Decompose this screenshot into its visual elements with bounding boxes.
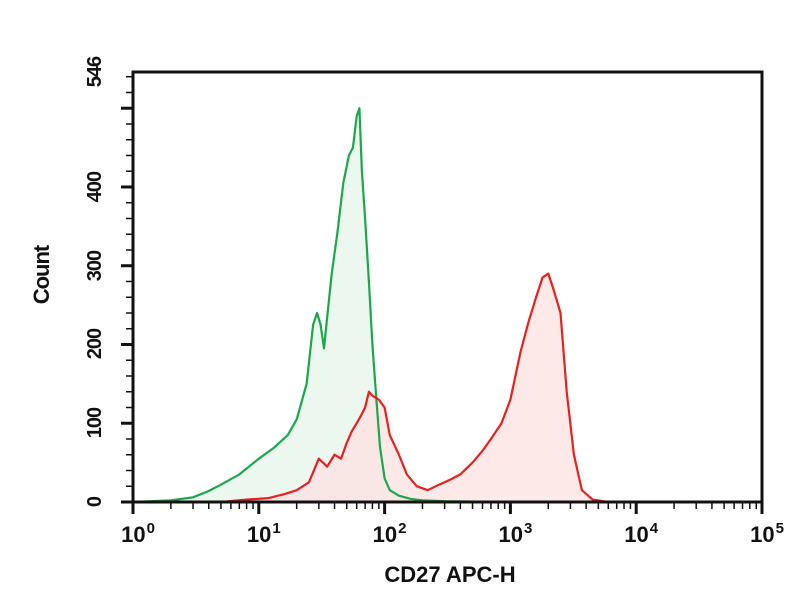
tick-base: 10 bbox=[498, 522, 523, 547]
tick-exponent: 4 bbox=[649, 520, 659, 537]
y-tick-label: 200 bbox=[84, 329, 106, 360]
x-tick-label: 104 bbox=[601, 520, 681, 548]
series-line-1 bbox=[220, 272, 609, 504]
tick-exponent: 5 bbox=[775, 520, 784, 537]
tick-exponent: 3 bbox=[523, 520, 533, 537]
series-line-0 bbox=[132, 107, 571, 504]
tick-exponent: 1 bbox=[272, 520, 281, 537]
y-axis-label: Count bbox=[29, 245, 54, 305]
tick-base: 10 bbox=[121, 522, 146, 547]
histogram-fills bbox=[133, 108, 609, 502]
x-axis-label: CD27 APC-H bbox=[384, 562, 516, 587]
x-tick-label: 102 bbox=[350, 520, 430, 548]
x-tick-label: 103 bbox=[475, 520, 555, 548]
tick-exponent: 0 bbox=[146, 520, 155, 537]
y-tick-label: 546 bbox=[84, 56, 106, 88]
series-fill-1 bbox=[220, 273, 609, 502]
y-tick-label: 300 bbox=[84, 250, 106, 281]
y-axis-ticks bbox=[121, 75, 133, 504]
y-tick-label: 400 bbox=[84, 171, 106, 203]
x-tick-label: 101 bbox=[224, 520, 304, 548]
x-tick-label: 105 bbox=[727, 520, 804, 548]
y-tick-label: 100 bbox=[84, 408, 106, 439]
tick-base: 10 bbox=[750, 522, 775, 547]
histogram-lines bbox=[132, 107, 609, 504]
tick-base: 10 bbox=[246, 522, 272, 547]
tick-base: 10 bbox=[624, 522, 649, 547]
tick-exponent: 2 bbox=[398, 520, 407, 537]
series-fill-0 bbox=[133, 108, 571, 502]
plot-frame bbox=[131, 70, 764, 504]
x-tick-label: 100 bbox=[98, 520, 178, 548]
x-axis-ticks bbox=[131, 502, 764, 514]
tick-base: 10 bbox=[372, 522, 398, 547]
